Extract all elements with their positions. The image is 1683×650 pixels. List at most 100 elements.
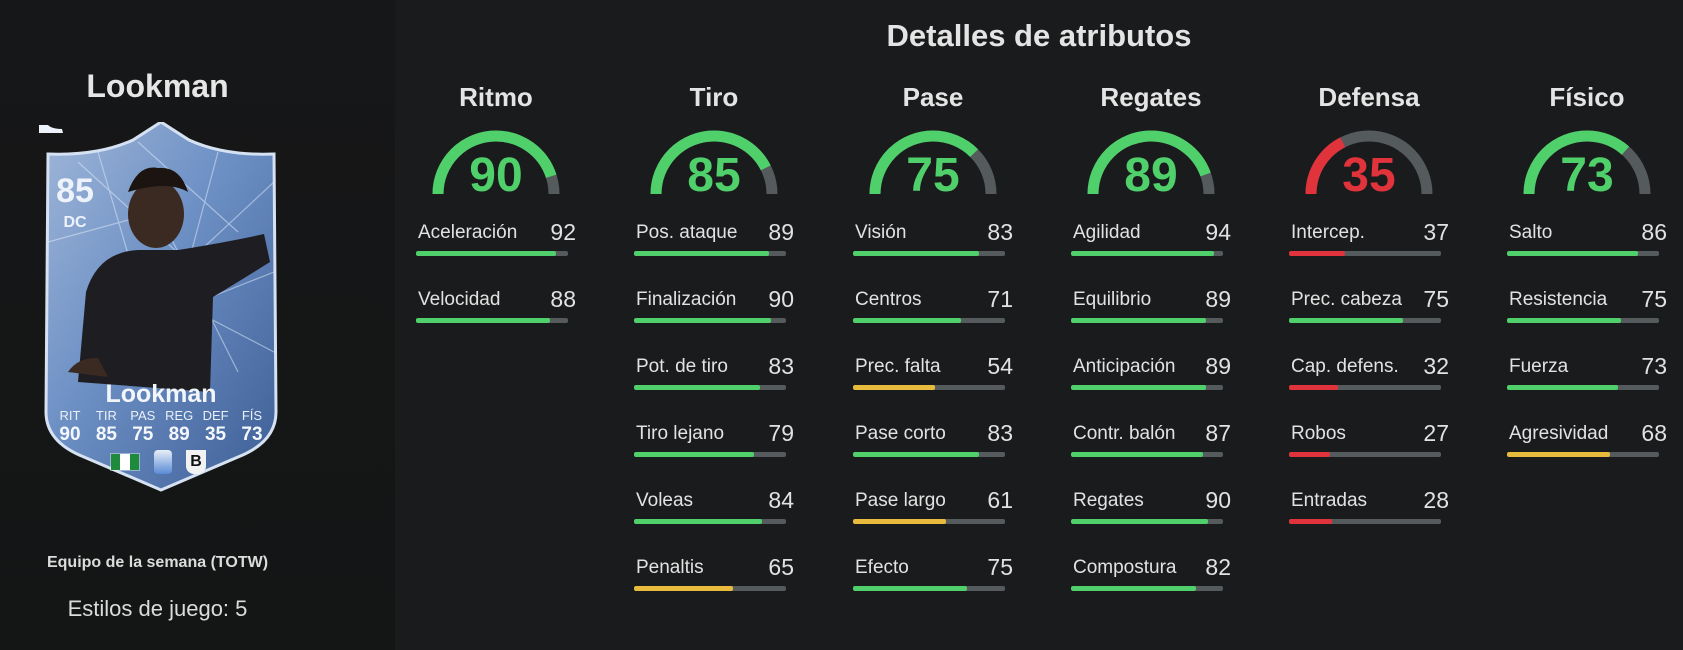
- rating-gauge: 75: [868, 128, 998, 202]
- player-photo-icon: [68, 167, 270, 392]
- card-badges: B: [110, 450, 206, 474]
- stat-bar: [1507, 251, 1659, 256]
- player-panel: Lookman: [0, 0, 395, 650]
- stat-row: Visión 83: [853, 219, 1013, 289]
- stat-bar-fill: [1071, 385, 1207, 390]
- stat-bar-fill: [1071, 586, 1196, 591]
- card-stat-value: 85: [95, 424, 117, 445]
- card-stat-label: RIT: [59, 408, 81, 423]
- stat-bar-fill: [853, 586, 967, 591]
- gauge-value: 90: [469, 149, 523, 202]
- stat-name: Salto: [1509, 222, 1553, 243]
- stat-name: Finalización: [636, 289, 737, 310]
- stat-bar-fill: [634, 586, 733, 591]
- rating-gauge: 89: [1086, 128, 1216, 202]
- stat-bar: [1289, 452, 1441, 457]
- stat-row: Pase largo 61: [853, 487, 1013, 557]
- stat-list: Aceleración 92 Velocidad 88: [416, 219, 576, 356]
- stat-name: Fuerza: [1509, 356, 1569, 377]
- gauge-fill: [650, 130, 778, 195]
- stat-name: Agilidad: [1073, 222, 1141, 243]
- stat-bar: [1071, 452, 1223, 457]
- stat-value: 83: [987, 420, 1013, 446]
- stat-bar-fill: [416, 318, 550, 323]
- stat-bar-fill: [1507, 318, 1621, 323]
- club-badge-icon: B: [186, 450, 206, 474]
- stat-row: Pot. de tiro 83: [634, 353, 794, 423]
- stat-value: 37: [1423, 219, 1449, 245]
- gauge-fill: [1087, 130, 1215, 195]
- stat-bar-fill: [634, 519, 762, 524]
- stat-bar-fill: [1289, 251, 1346, 256]
- stat-row: Cap. defens. 32: [1289, 353, 1449, 423]
- gauge-value: 89: [1124, 149, 1178, 202]
- stat-name: Tiro lejano: [636, 423, 725, 444]
- stat-value: 65: [768, 554, 794, 580]
- stat-row: Intercep. 37: [1289, 219, 1449, 289]
- stat-row: Regates 90: [1071, 487, 1231, 557]
- stat-name: Resistencia: [1509, 289, 1608, 310]
- card-stat: REG 89: [161, 408, 197, 446]
- stat-name: Aceleración: [418, 222, 518, 243]
- card-stat-label: PAS: [130, 408, 156, 423]
- column-title: Tiro: [689, 82, 739, 112]
- gauge-fill: [1523, 130, 1651, 195]
- stat-bar-fill: [634, 251, 770, 256]
- gauge-value: 75: [906, 149, 960, 202]
- attribute-column-pase: Pase 75 Visión 83 Centros 71 Prec. falta 54 Pase…: [853, 82, 1013, 624]
- stat-bar: [1289, 318, 1441, 323]
- stat-bar: [853, 452, 1005, 457]
- rating-gauge: 73: [1522, 128, 1652, 202]
- card-stat-label: TIR: [95, 408, 117, 423]
- stat-row: Prec. cabeza 75: [1289, 286, 1449, 356]
- gauge-arc-icon: [869, 130, 997, 195]
- gauge-arc-icon: [1523, 130, 1651, 195]
- stat-row: Compostura 82: [1071, 554, 1231, 624]
- player-card[interactable]: 85 DC Lookman RIT 90 TIR 85 PAS 75 REG 8…: [38, 122, 284, 494]
- stat-name: Penaltis: [636, 557, 704, 578]
- stat-value: 75: [1423, 286, 1449, 312]
- stat-name: Contr. balón: [1073, 423, 1176, 444]
- stat-name: Efecto: [855, 557, 909, 578]
- stat-name: Compostura: [1073, 557, 1177, 578]
- stat-bar-fill: [416, 251, 556, 256]
- stat-bar: [634, 385, 786, 390]
- stat-bar-fill: [634, 452, 755, 457]
- stat-row: Anticipación 89: [1071, 353, 1231, 423]
- stat-bar: [634, 586, 786, 591]
- stat-bar: [416, 318, 568, 323]
- card-stat-label: REG: [165, 408, 194, 423]
- rating-gauge: 35: [1304, 128, 1434, 202]
- stat-row: Prec. falta 54: [853, 353, 1013, 423]
- card-overall-rating: 85: [56, 172, 94, 210]
- stat-row: Finalización 90: [634, 286, 794, 356]
- stat-name: Agresividad: [1509, 423, 1609, 444]
- stat-bar: [853, 318, 1005, 323]
- card-stat-value: 89: [168, 424, 190, 445]
- gauge-arc-icon: [432, 130, 560, 195]
- stat-bar: [416, 251, 568, 256]
- stat-row: Resistencia 75: [1507, 286, 1667, 356]
- stat-bar: [1071, 318, 1223, 323]
- attribute-column-defensa: Defensa 35 Intercep. 37 Prec. cabeza 75 Cap. d…: [1289, 82, 1449, 557]
- stat-bar: [634, 318, 786, 323]
- card-stat: TIR 85: [88, 408, 124, 446]
- stat-name: Regates: [1073, 490, 1144, 511]
- stat-bar: [1071, 251, 1223, 256]
- card-frame-icon: [44, 122, 278, 492]
- attribute-column-ritmo: Ritmo 90 Aceleración 92 Velocidad 88: [416, 82, 576, 356]
- stat-value: 75: [1641, 286, 1667, 312]
- stat-name: Robos: [1291, 423, 1346, 444]
- attribute-column-tiro: Tiro 85 Pos. ataque 89 Finalización 90 Pot. de…: [634, 82, 794, 624]
- stat-bar-fill: [1289, 519, 1332, 524]
- stat-name: Prec. falta: [855, 356, 941, 377]
- stat-name: Pos. ataque: [636, 222, 738, 243]
- stat-row: Pos. ataque 89: [634, 219, 794, 289]
- stat-bar: [853, 586, 1005, 591]
- stat-name: Prec. cabeza: [1291, 289, 1402, 310]
- stat-row: Agilidad 94: [1071, 219, 1231, 289]
- stat-bar: [634, 519, 786, 524]
- stat-value: 89: [1205, 286, 1231, 312]
- stat-value: 90: [1205, 487, 1231, 513]
- stat-bar-fill: [853, 251, 980, 256]
